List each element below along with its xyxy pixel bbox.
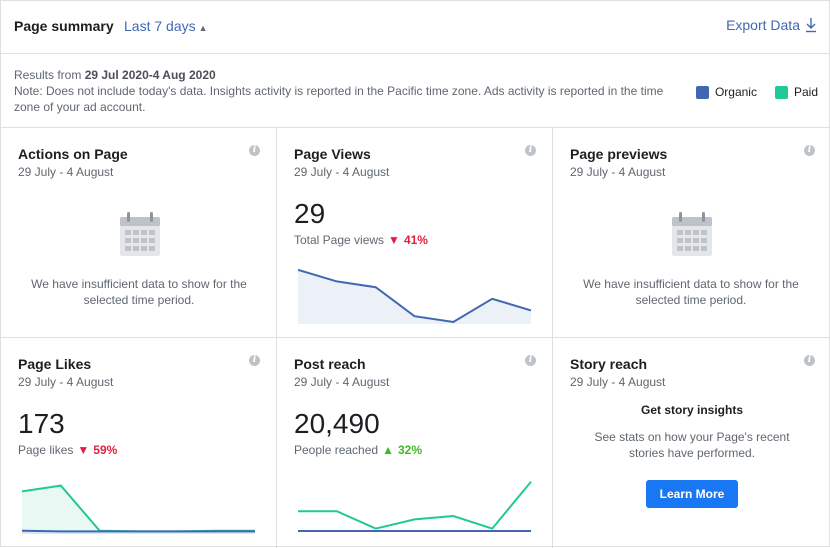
download-icon <box>806 18 816 33</box>
metric-value: 29 <box>294 198 326 229</box>
series-line-paid <box>298 481 532 530</box>
card-title: Page Views <box>294 146 371 162</box>
metric-subline: Total Page views ▼︎ 41% <box>294 233 428 247</box>
metric-subline: People reached ▲︎ 32% <box>294 443 422 457</box>
metric-change: 41% <box>403 233 428 247</box>
card-actions-on-page: Actions on Page 29 July - 4 August i We … <box>1 128 277 338</box>
card-date: 29 July - 4 August <box>294 165 390 179</box>
metric-change: 59% <box>93 443 118 457</box>
trend-down-icon: ▼︎ <box>77 443 90 457</box>
series-line-organic <box>22 529 255 533</box>
card-title: Actions on Page <box>18 146 128 162</box>
results-range: 29 Jul 2020-4 Aug 2020 <box>84 68 216 82</box>
card-post-reach: Post reach 29 July - 4 August i 20,490 P… <box>277 338 553 548</box>
legend-organic-label: Organic <box>714 85 757 99</box>
card-page-likes: Page Likes 29 July - 4 August i 173 Page… <box>1 338 277 548</box>
info-icon[interactable]: i <box>249 145 260 156</box>
info-icon[interactable]: i <box>804 355 815 366</box>
page-title: Page summary <box>14 18 114 34</box>
export-data-label: Export Data <box>726 17 800 33</box>
card-page-previews: Page previews 29 July - 4 August i We ha… <box>553 128 830 338</box>
metric-subline: Page likes ▼︎ 59% <box>18 443 117 457</box>
metric-value: 173 <box>18 408 65 439</box>
card-title: Page previews <box>570 146 668 162</box>
post-reach-sparkline <box>298 481 532 532</box>
info-icon[interactable]: i <box>525 355 536 366</box>
date-range-label: Last 7 days <box>124 18 196 34</box>
card-title: Story reach <box>570 356 648 372</box>
export-data-link[interactable]: Export Data <box>726 17 817 33</box>
card-page-views: Page Views 29 July - 4 August i 29 Total… <box>277 128 553 338</box>
sort-caret-icon: ▲︎ <box>198 23 208 33</box>
chart-legend: Organic Paid <box>695 85 818 99</box>
info-icon[interactable]: i <box>525 145 536 156</box>
insufficient-data-text: We have insufficient data to show for th… <box>31 277 247 307</box>
date-range-dropdown[interactable]: Last 7 days ▲︎ <box>124 18 208 34</box>
insufficient-data-text: We have insufficient data to show for th… <box>583 277 799 307</box>
card-date: 29 July - 4 August <box>18 375 114 389</box>
trend-up-icon: ▲︎ <box>382 443 394 457</box>
card-story-reach: Story reach 29 July - 4 August i Get sto… <box>553 338 830 548</box>
info-icon[interactable]: i <box>249 355 260 366</box>
metric-label: People reached <box>294 443 379 457</box>
series-line-organic <box>298 268 532 324</box>
card-date: 29 July - 4 August <box>18 165 114 179</box>
notice-text: Results from 29 Jul 2020-4 Aug 2020 Note… <box>14 67 664 115</box>
series-area-paid <box>22 485 255 534</box>
info-icon[interactable]: i <box>804 145 815 156</box>
summary-header: Page summary Last 7 days ▲︎ Export Data <box>1 1 830 54</box>
metric-value: 20,490 <box>294 408 380 439</box>
organic-swatch <box>695 85 709 99</box>
story-insights-heading: Get story insights <box>640 403 744 417</box>
card-date: 29 July - 4 August <box>570 165 666 179</box>
timezone-note: Note: Does not include today's data. Ins… <box>14 84 664 114</box>
card-date: 29 July - 4 August <box>570 375 666 389</box>
trend-down-icon: ▼︎ <box>388 233 400 247</box>
paid-swatch <box>774 85 788 99</box>
card-title: Post reach <box>294 356 366 372</box>
results-prefix: Results from <box>14 68 82 82</box>
legend-paid: Paid <box>774 85 818 99</box>
page-views-sparkline <box>298 268 532 324</box>
metric-label: Total Page views <box>294 233 385 247</box>
legend-organic: Organic <box>695 85 757 99</box>
page-likes-sparkline <box>22 484 255 534</box>
metric-cards: Actions on Page 29 July - 4 August i We … <box>1 128 830 548</box>
calendar-icon <box>120 212 160 256</box>
card-title: Page Likes <box>18 356 92 372</box>
card-date: 29 July - 4 August <box>294 375 390 389</box>
metric-change: 32% <box>397 443 422 457</box>
learn-more-button[interactable]: Learn More <box>646 480 738 508</box>
legend-paid-label: Paid <box>793 85 818 99</box>
story-insights-text: See stats on how your Page's recent stor… <box>594 430 790 460</box>
metric-label: Page likes <box>18 443 74 457</box>
results-notice: Results from 29 Jul 2020-4 Aug 2020 Note… <box>1 54 830 128</box>
calendar-icon <box>672 212 712 256</box>
